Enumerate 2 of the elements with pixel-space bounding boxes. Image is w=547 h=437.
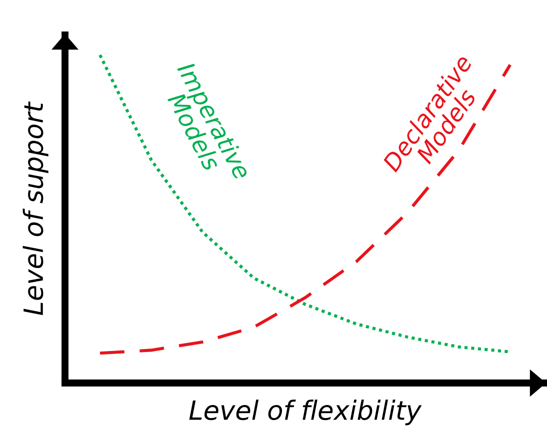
x-axis-title: Level of flexibility [189,400,422,426]
y-axis-title: Level of support [22,101,48,316]
